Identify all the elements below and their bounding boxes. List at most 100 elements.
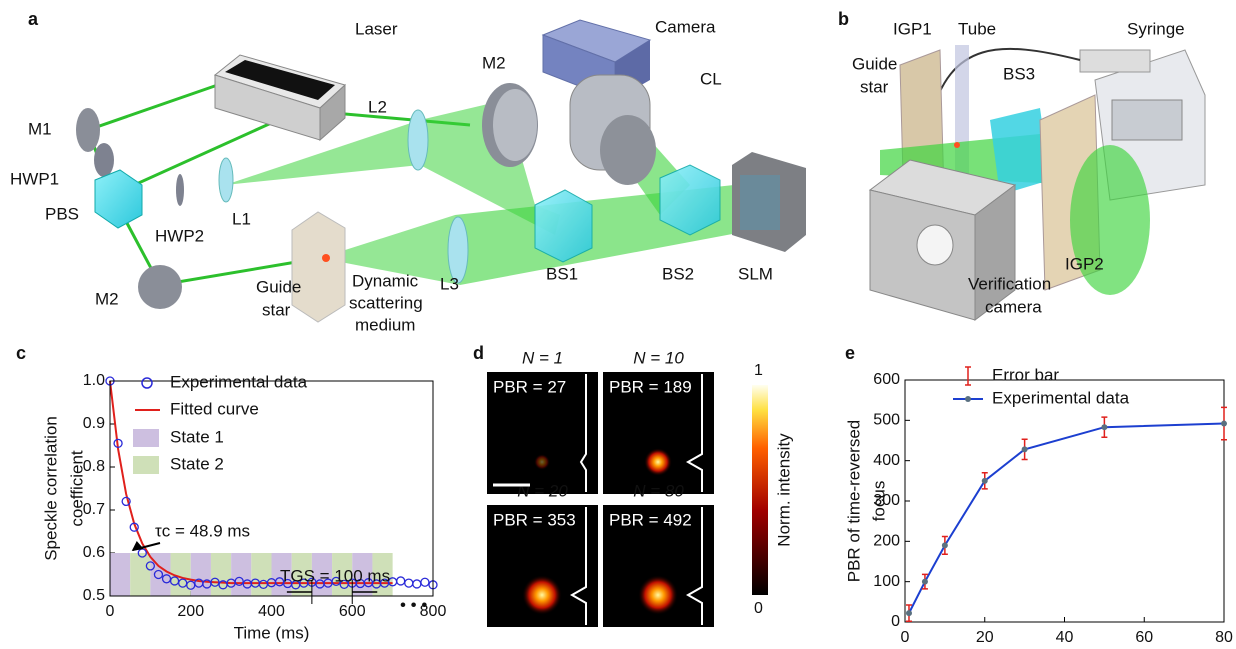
focus-spot	[638, 575, 678, 615]
pbr-label: PBR = 27	[493, 377, 566, 396]
x-tick-label: 80	[1215, 629, 1233, 646]
component-label: Camera	[655, 17, 716, 36]
component-label: medium	[355, 315, 415, 334]
panel-letter: a	[28, 9, 39, 29]
legend-swatch	[133, 456, 159, 474]
component-label: Verification	[968, 274, 1051, 293]
panel-letter: e	[845, 343, 855, 363]
colorbar-tick-label: 0	[754, 600, 763, 617]
component-label: camera	[985, 297, 1042, 316]
x-tick-label: 600	[339, 603, 366, 620]
y-axis-label: Speckle correlation	[41, 416, 60, 561]
x-tick-label: 40	[1056, 629, 1074, 646]
panel-letter: b	[838, 9, 849, 29]
legend-marker	[142, 378, 152, 388]
state-band	[191, 553, 211, 596]
data-point	[982, 478, 988, 484]
annotation: τc = 48.9 ms	[155, 521, 250, 540]
component-label: star	[860, 77, 889, 96]
data-line	[909, 424, 1224, 614]
component-label: Guide	[852, 54, 897, 73]
component-label: Laser	[355, 19, 398, 38]
component-label: Dynamic	[352, 271, 419, 290]
component-label: BS3	[1003, 64, 1035, 83]
x-tick-label: 20	[976, 629, 994, 646]
image-title: N = 1	[522, 348, 563, 367]
legend-label: State 1	[170, 427, 224, 446]
y-tick-label: 0.9	[83, 415, 105, 432]
data-point	[1022, 446, 1028, 452]
legend-label: State 2	[170, 454, 224, 473]
y-tick-label: 1.0	[83, 372, 105, 389]
y-axis-label: coefficient	[67, 450, 86, 527]
legend-swatch	[133, 429, 159, 447]
colorbar	[752, 385, 768, 595]
data-point	[942, 542, 948, 548]
y-tick-label: 400	[873, 452, 900, 469]
component-label: IGP1	[893, 19, 932, 38]
component-label: Guide	[256, 277, 301, 296]
component-label: L1	[232, 209, 251, 228]
component-label: M2	[95, 289, 119, 308]
component-label: HWP2	[155, 226, 204, 245]
image-title: N = 80	[633, 481, 684, 500]
state-band	[130, 553, 150, 596]
colorbar-tick-label: 1	[754, 362, 763, 379]
x-tick-label: 400	[258, 603, 285, 620]
component-label: BS1	[546, 264, 578, 283]
focus-spot	[522, 575, 562, 615]
x-tick-label: 200	[177, 603, 204, 620]
focus-spot	[534, 454, 550, 470]
data-point	[906, 610, 912, 616]
component-label: IGP2	[1065, 254, 1104, 273]
x-axis-label: Time (ms)	[234, 623, 310, 642]
component-label: HWP1	[10, 169, 59, 188]
component-label: L3	[440, 274, 459, 293]
legend-label: Error bar	[992, 365, 1059, 384]
data-point	[421, 578, 429, 586]
data-point	[397, 577, 405, 585]
component-label: M2	[482, 53, 506, 72]
focus-spot	[644, 448, 672, 476]
image-title: N = 10	[633, 348, 684, 367]
annotation: • • •	[400, 595, 427, 614]
component-label: Syringe	[1127, 19, 1185, 38]
figure: a Laser Camera M1 HWP1 PBS HWP2 L1 L2 M2…	[0, 0, 1236, 649]
data-point	[405, 579, 413, 587]
legend-label: Experimental data	[992, 388, 1130, 407]
state-band	[211, 553, 231, 596]
component-label: Tube	[958, 19, 996, 38]
data-point	[1101, 424, 1107, 430]
component-label: M1	[28, 119, 52, 138]
y-tick-label: 0	[891, 613, 900, 630]
component-label: scattering	[349, 293, 423, 312]
component-label: SLM	[738, 264, 773, 283]
component-label: BS2	[662, 264, 694, 283]
state-band	[110, 553, 130, 596]
pbr-label: PBR = 353	[493, 510, 576, 529]
legend-marker	[965, 367, 971, 385]
pbr-label: PBR = 189	[609, 377, 692, 396]
pbr-label: PBR = 492	[609, 510, 692, 529]
legend-marker	[965, 396, 971, 402]
panel-letter: d	[473, 343, 484, 363]
data-point	[1221, 421, 1227, 427]
data-point	[413, 580, 421, 588]
y-tick-label: 200	[873, 533, 900, 550]
component-label: PBS	[45, 204, 79, 223]
y-tick-label: 600	[873, 371, 900, 388]
component-label: star	[262, 300, 291, 319]
state-band	[231, 553, 251, 596]
plot-frame	[905, 380, 1224, 622]
x-tick-label: 0	[106, 603, 115, 620]
x-tick-label: 60	[1135, 629, 1153, 646]
state-band	[251, 553, 271, 596]
panel-letter: c	[16, 343, 26, 363]
component-label: CL	[700, 69, 722, 88]
data-point	[922, 579, 928, 585]
x-tick-label: 0	[901, 629, 910, 646]
colorbar-label: Norm. intensity	[774, 433, 793, 547]
y-axis-label: PBR of time-reversed	[844, 420, 863, 583]
y-tick-label: 0.5	[83, 587, 105, 604]
component-label: L2	[368, 97, 387, 116]
